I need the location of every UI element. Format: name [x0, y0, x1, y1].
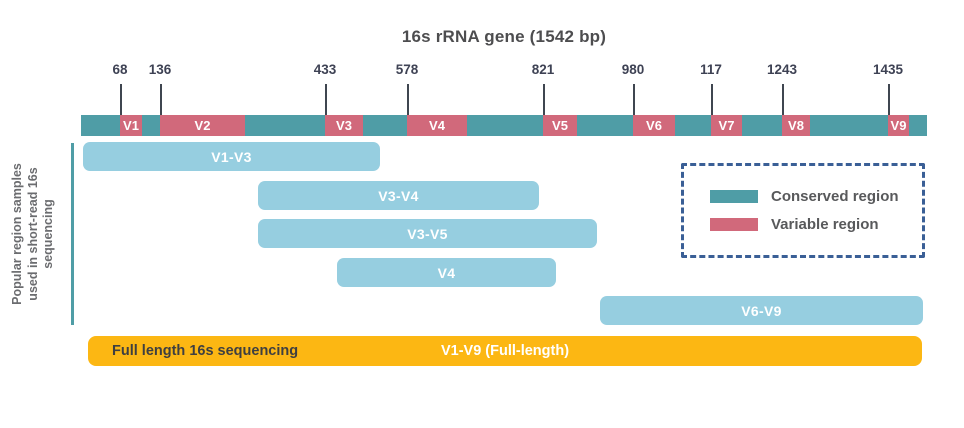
axis-tick-label: 578	[395, 62, 419, 77]
conserved-region-segment	[577, 115, 633, 136]
amplicon-bar-v3-v4: V3-V4	[258, 181, 539, 210]
axis-tick-line	[120, 84, 122, 115]
conserved-region-segment	[245, 115, 325, 136]
variable-region-v5: V5	[543, 115, 577, 136]
amplicon-bar-v6-v9: V6-V9	[600, 296, 923, 325]
variable-region-v2: V2	[160, 115, 245, 136]
axis-tick-label: 1435	[872, 62, 904, 77]
legend-item-variable: Variable region	[710, 216, 922, 233]
sidebar-bracket-line	[71, 143, 74, 325]
conserved-swatch-icon	[710, 190, 758, 203]
legend-label: Variable region	[771, 216, 879, 233]
legend-box: Conserved region Variable region	[681, 163, 925, 258]
conserved-region-segment	[142, 115, 160, 136]
axis-tick-label: 117	[700, 62, 722, 77]
legend-item-conserved: Conserved region	[710, 188, 922, 205]
full-length-center-label: V1-V9 (Full-length)	[440, 343, 570, 359]
axis-tick-label: 136	[148, 62, 172, 77]
conserved-region-segment	[810, 115, 888, 136]
conserved-region-segment	[81, 115, 120, 136]
sidebar-label-line: sequencing	[41, 199, 55, 269]
axis-tick-label: 1243	[766, 62, 798, 77]
variable-swatch-icon	[710, 218, 758, 231]
axis-tick-line	[782, 84, 784, 115]
axis-tick-label: 821	[531, 62, 555, 77]
sidebar-label-line: Popular region samples	[10, 163, 24, 305]
legend-label: Conserved region	[771, 188, 899, 205]
amplicon-bar-v4: V4	[337, 258, 556, 287]
axis-tick-line	[543, 84, 545, 115]
conserved-region-segment	[363, 115, 407, 136]
axis-tick-line	[160, 84, 162, 115]
gene-bar: V1 V2 V3 V4 V5 V6 V7 V8 V9	[81, 115, 927, 136]
figure-title: 16s rRNA gene (1542 bp)	[401, 27, 607, 46]
axis-tick-line	[888, 84, 890, 115]
full-length-left-label: Full length 16s sequencing	[112, 343, 299, 359]
variable-region-v3: V3	[325, 115, 363, 136]
axis-tick-label: 433	[313, 62, 337, 77]
axis-tick-line	[711, 84, 713, 115]
variable-region-v6: V6	[633, 115, 675, 136]
amplicon-bar-v3-v5: V3-V5	[258, 219, 597, 248]
axis-tick-line	[325, 84, 327, 115]
axis-tick-label: 980	[621, 62, 645, 77]
axis-tick-label: 68	[112, 62, 128, 77]
axis-tick-line	[407, 84, 409, 115]
full-length-bar: Full length 16s sequencing V1-V9 (Full-l…	[88, 336, 922, 366]
variable-region-v9: V9	[888, 115, 909, 136]
conserved-region-segment	[675, 115, 711, 136]
conserved-region-segment	[909, 115, 927, 136]
sidebar-label-line: used in short-read 16s	[25, 167, 40, 301]
conserved-region-segment	[742, 115, 782, 136]
variable-region-v4: V4	[407, 115, 467, 136]
amplicon-bar-v1-v3: V1-V3	[83, 142, 380, 171]
variable-region-v1: V1	[120, 115, 142, 136]
sidebar-label: Popular region samples used in short-read…	[10, 134, 56, 334]
conserved-region-segment	[467, 115, 543, 136]
variable-region-v7: V7	[711, 115, 742, 136]
variable-region-v8: V8	[782, 115, 810, 136]
axis-tick-line	[633, 84, 635, 115]
